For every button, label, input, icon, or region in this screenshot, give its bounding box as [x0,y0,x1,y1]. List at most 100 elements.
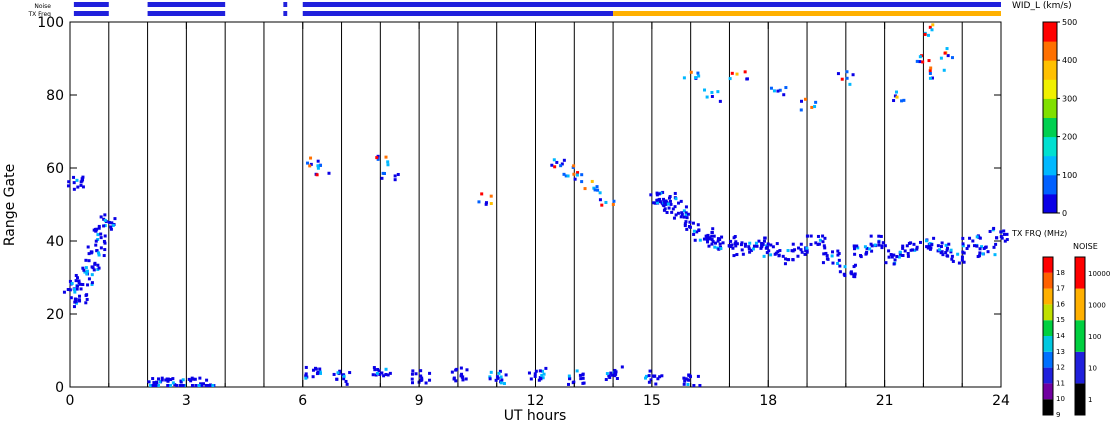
point-main_band-26 [884,249,902,266]
point-near_range-0 [147,377,163,387]
noise-segment-2 [283,2,288,7]
point-main_band-6 [97,213,117,229]
width-colorbar-cell-15 [1043,136,1057,142]
noise-colorbar-label: NOISE [1073,242,1098,251]
width-colorbar-cell-35 [1043,41,1057,47]
point-near_range-3 [197,376,216,387]
width-colorbar-cell-31 [1043,60,1057,66]
txfreq-colorbar: 9 10 11 12 13 14 15 16 17 18 [1042,256,1065,419]
status-bars [73,2,1001,16]
noise-colorbar-cell-0 [1075,383,1085,415]
width-colorbar-cell-33 [1043,50,1057,56]
width-colorbar-tick-label-0: 0 [1062,209,1067,218]
noise-colorbar-frame [1074,256,1086,416]
point-main_band-16 [732,241,754,258]
txfreq-colorbar-tick-label-7: 16 [1056,300,1065,308]
point-main_band-25 [868,234,887,251]
txfreq-segment-3 [302,11,614,16]
point-upper_echoes-2 [375,154,390,167]
noise-colorbar-tick-label-2: 100 [1088,333,1101,341]
noise-colorbar-cell-4 [1075,257,1085,289]
width-colorbar-cell-22 [1043,103,1057,109]
noise-colorbar-tick-label-3: 1000 [1088,301,1106,309]
width-colorbar-tick-label-1: 100 [1062,171,1077,180]
point-main_band-2 [74,270,94,288]
width-colorbar-tick-label-3: 300 [1062,94,1077,103]
txfreq-colorbar-cell-0 [1043,399,1053,415]
point-main_band-3 [81,258,101,273]
x-tick-label-1: 3 [182,393,191,409]
width-colorbar-cell-7 [1043,174,1057,181]
width-colorbar-cell-8 [1043,170,1057,176]
point-near_range-10 [527,366,548,382]
width-colorbar-cell-10 [1043,160,1057,166]
point-upper_echoes-6 [559,164,576,178]
noise-colorbar-cell-1 [1075,351,1085,384]
txfreq-colorbar-tick-label-6: 15 [1056,316,1065,324]
point-main_band-7 [66,175,85,191]
point-near_range-11 [566,369,586,386]
width-colorbar-cell-39 [1043,22,1057,28]
width-colorbar-cell-16 [1043,131,1057,138]
width-colorbar-cell-9 [1043,165,1057,171]
txfreq-colorbar-tick-label-8: 17 [1056,285,1065,293]
width-colorbar-cell-21 [1043,107,1057,114]
width-colorbar-label: WID_L (km/s) [1012,1,1072,11]
point-main_band-11 [672,205,690,220]
width-colorbar: 0 100 200 300 400 500 [1042,18,1077,218]
point-main_band-22 [821,249,841,266]
point-main_band-18 [759,242,779,258]
noise-colorbar-tick-label-4: 10000 [1088,270,1110,278]
point-main_band-10 [662,191,683,208]
noise-colorbar-cell-2 [1075,320,1085,352]
y-tick-label-2: 40 [46,234,64,250]
width-colorbar-cell-13 [1043,146,1057,152]
x-axis-ticks: 0 3 6 9 12 15 18 21 24 [66,22,1010,409]
txfreq-segment-1 [147,11,226,16]
point-main_band-19 [774,249,795,266]
x-tick-label-6: 18 [759,393,777,409]
txfreq-colorbar-tick-label-0: 9 [1056,411,1060,419]
width-colorbar-cell-32 [1043,55,1057,61]
width-colorbar-cell-38 [1043,26,1057,33]
point-upper_echoes-13 [769,86,788,97]
txfreq-colorbar-tick-label-4: 13 [1056,348,1065,356]
width-colorbar-cell-34 [1043,45,1057,52]
width-colorbar-cell-37 [1043,31,1057,37]
width-colorbar-cell-20 [1043,112,1057,118]
point-upper_echoes-17 [915,54,931,64]
txfreq-segment-4 [613,11,1001,16]
series-upper_echoes [306,23,954,207]
width-colorbar-cell-27 [1043,79,1057,85]
y-tick-label-5: 100 [37,15,64,31]
point-main_band-32 [976,242,998,259]
txfreq-colorbar-tick-label-9: 18 [1056,269,1065,277]
width-colorbar-tick-label-4: 400 [1062,56,1077,65]
point-near_range-6 [371,366,392,378]
txfreq-colorbar-cell-6 [1043,304,1053,321]
point-upper_echoes-8 [583,179,600,192]
x-tick-label-4: 12 [527,393,545,409]
y-axis-label: Range Gate [2,164,18,246]
point-upper_echoes-3 [380,171,400,182]
width-colorbar-cell-1 [1043,203,1057,209]
y-tick-label-3: 60 [46,161,64,177]
point-upper_echoes-19 [928,66,946,80]
width-colorbar-cell-25 [1043,88,1057,95]
x-tick-label-8: 24 [992,393,1010,409]
x-tick-label-0: 0 [66,393,75,409]
width-colorbar-cell-28 [1043,74,1057,80]
txfreq-colorbar-cell-7 [1043,288,1053,305]
width-colorbar-cell-26 [1043,84,1057,90]
width-colorbar-cell-17 [1043,127,1057,133]
noise-segment-1 [147,2,226,7]
width-colorbar-cell-3 [1043,193,1057,200]
noise-colorbar-tick-label-1: 10 [1088,365,1097,373]
point-near_range-1 [160,376,179,387]
point-upper_echoes-7 [572,171,584,184]
txfreq-colorbar-cell-5 [1043,320,1053,336]
point-near_range-12 [604,365,624,382]
series-near_range [147,365,702,387]
noise-bar-label: Noise [34,3,51,10]
